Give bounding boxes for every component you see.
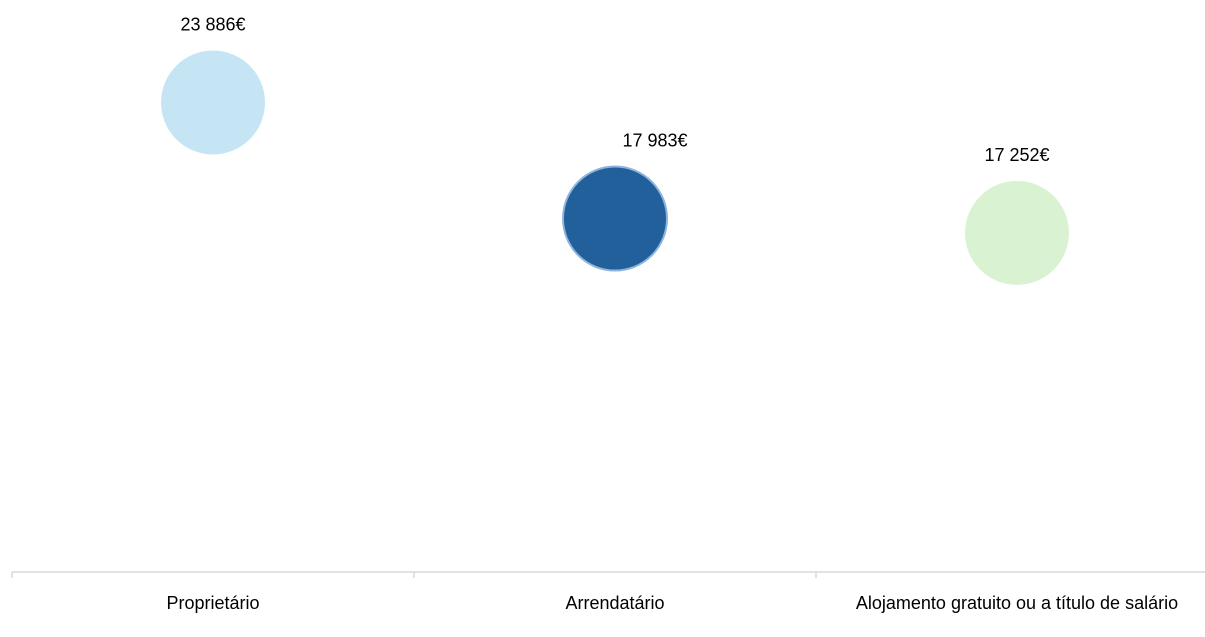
dot [562, 165, 668, 272]
data-label: 17 252€ [984, 145, 1049, 165]
x-tick-label: Proprietário [166, 593, 260, 613]
x-tick-label: Alojamento gratuito ou a título de salár… [855, 593, 1179, 613]
x-tick-label: Arrendatário [565, 593, 665, 613]
data-label: 17 983€ [622, 131, 687, 151]
dot [161, 50, 265, 155]
dot [965, 180, 1069, 285]
data-label: 23 886€ [180, 15, 245, 35]
